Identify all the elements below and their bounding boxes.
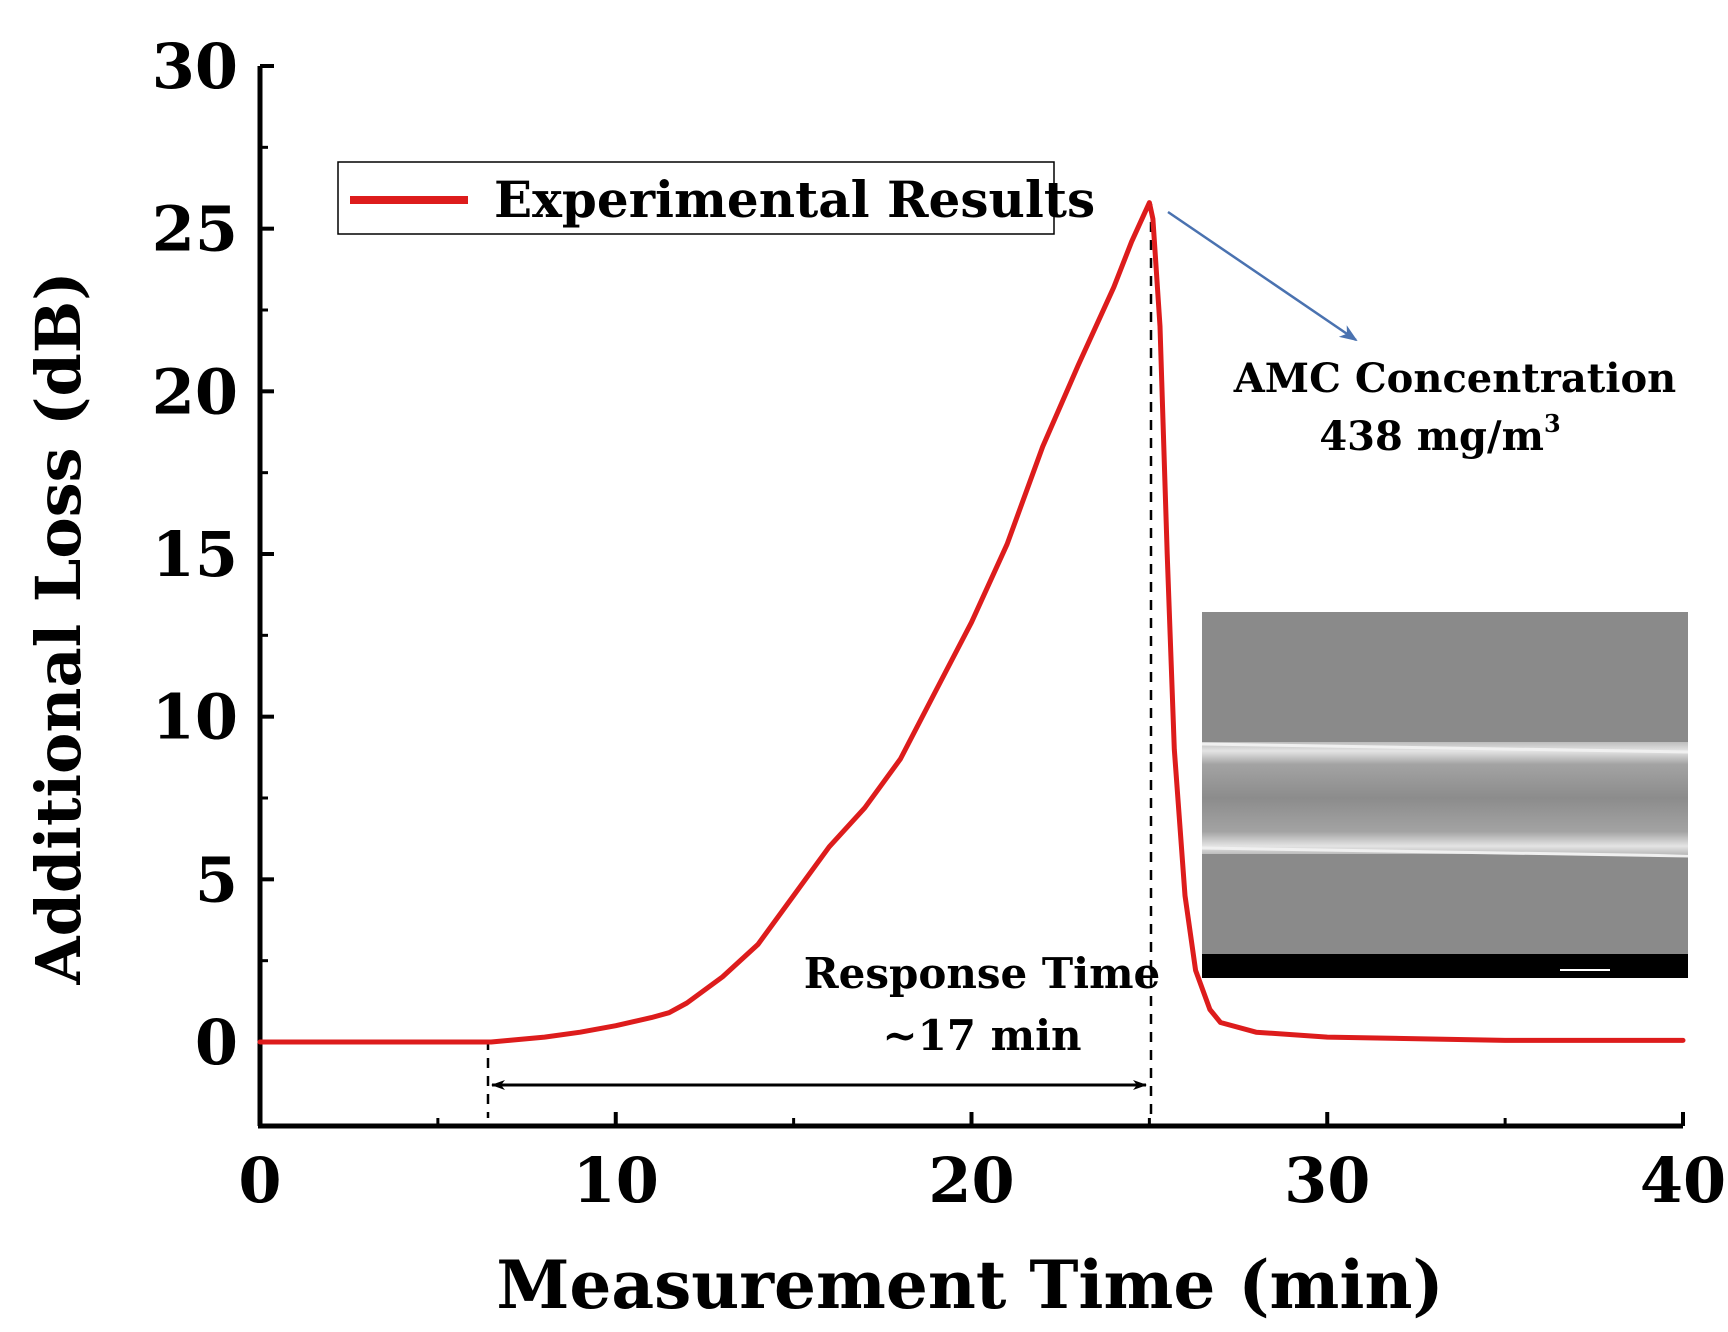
y-tick-label-15: 15 <box>152 518 238 591</box>
y-tick-label-5: 5 <box>195 843 238 916</box>
sem-fiber-edge-bottom <box>1201 846 1689 858</box>
amc-concentration-superscript: 3 <box>1544 409 1561 438</box>
x-tick-label-20: 20 <box>928 1144 1014 1217</box>
legend: Experimental Results <box>337 161 1095 235</box>
sem-fiber <box>1202 742 1688 854</box>
y-tick-label-20: 20 <box>152 355 238 428</box>
x-tick-label-40: 40 <box>1640 1144 1726 1217</box>
response-time-label: Response Time <box>804 949 1161 998</box>
amc-annotation-arrow <box>1167 210 1358 342</box>
amc-concentration-value-text: 438 mg/m <box>1319 413 1544 460</box>
y-tick-label-10: 10 <box>152 681 238 754</box>
y-tick-label-25: 25 <box>152 193 238 266</box>
series-line-experimental-results <box>257 200 1686 1045</box>
response-time-value: ~17 min <box>882 1011 1081 1060</box>
sem-inset-image <box>1201 612 1689 978</box>
y-tick-label-0: 0 <box>195 1006 238 1079</box>
x-tick-label-30: 30 <box>1284 1144 1370 1217</box>
y-tick-label-30: 30 <box>152 30 238 103</box>
x-tick-label-0: 0 <box>238 1144 281 1217</box>
sem-fiber-edge-top <box>1201 742 1689 754</box>
amc-concentration-label: AMC Concentration <box>1233 355 1676 402</box>
x-ticks: 0 10 20 30 40 <box>238 1112 1726 1217</box>
y-axis-title: Additional Loss (dB) <box>22 271 95 985</box>
x-axis-title: Measurement Time (min) <box>496 1246 1443 1324</box>
legend-label-experimental-results: Experimental Results <box>494 170 1095 229</box>
y-ticks: 0 5 10 15 20 25 30 <box>152 30 274 1079</box>
x-tick-label-10: 10 <box>573 1144 659 1217</box>
sem-info-bar <box>1202 954 1688 978</box>
amc-concentration-value: 438 mg/m3 <box>1319 409 1560 460</box>
